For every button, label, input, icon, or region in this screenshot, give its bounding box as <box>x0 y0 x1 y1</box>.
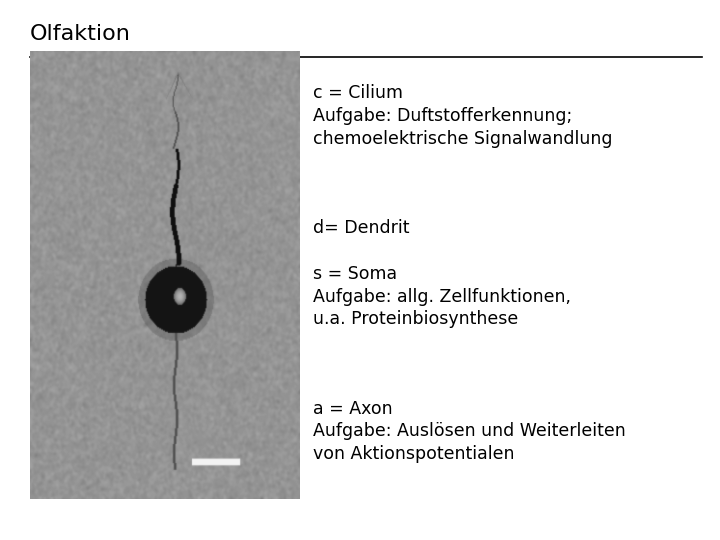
Text: a: a <box>55 404 66 422</box>
Text: d= Dendrit: d= Dendrit <box>313 219 410 237</box>
Text: d: d <box>55 220 67 239</box>
Text: s: s <box>55 307 65 325</box>
Text: c = Cilium
Aufgabe: Duftstofferkennung;
chemoelektrische Signalwandlung: c = Cilium Aufgabe: Duftstofferkennung; … <box>313 84 613 147</box>
Text: a = Axon
Aufgabe: Auslösen und Weiterleiten
von Aktionspotentialen: a = Axon Aufgabe: Auslösen und Weiterlei… <box>313 400 626 463</box>
Text: c: c <box>55 118 66 136</box>
Text: Olfaktion: Olfaktion <box>30 24 131 44</box>
Text: s = Soma
Aufgabe: allg. Zellfunktionen,
u.a. Proteinbiosynthese: s = Soma Aufgabe: allg. Zellfunktionen, … <box>313 265 571 328</box>
